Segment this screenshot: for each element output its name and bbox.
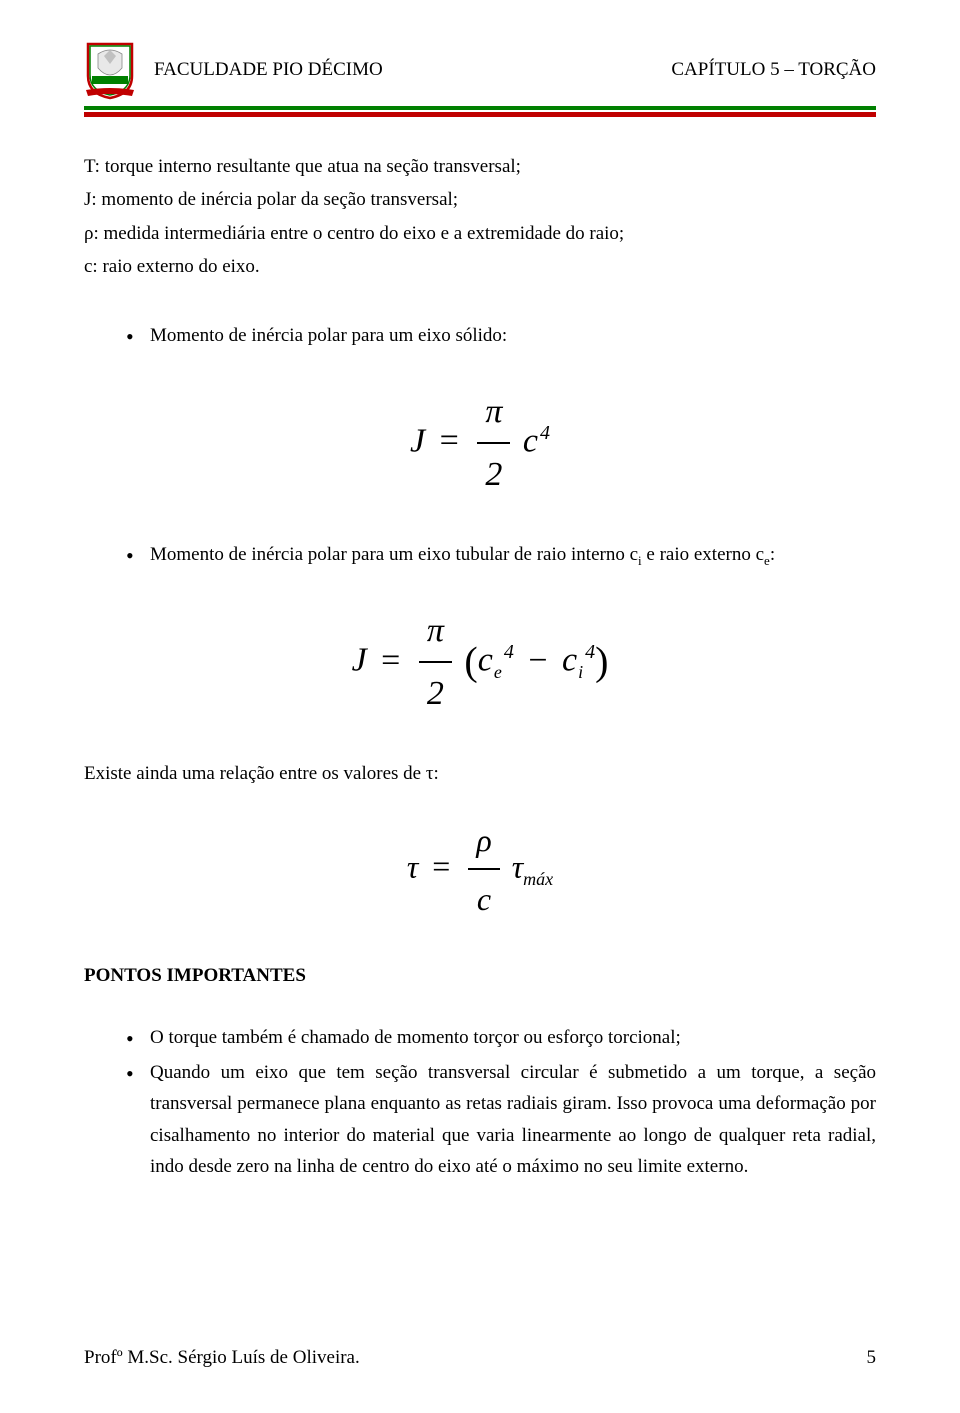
sub-max: máx [523,869,553,889]
def-rho: ρ: medida intermediária entre o centro d… [84,218,876,249]
important-points-list: O torque também é chamado de momento tor… [84,1022,876,1183]
sym-tau2: τ [512,848,523,884]
point-torque-names: O torque também é chamado de momento tor… [126,1022,876,1053]
denominator: c [468,870,499,926]
def-torque: T: torque interno resultante que atua na… [84,151,876,182]
sub-e: e [494,662,502,682]
sym-eq: = [432,848,450,884]
numerator: π [419,603,452,663]
sub-i: i [578,662,583,682]
sym-minus: − [528,642,547,679]
fraction: π 2 [419,603,452,722]
divider-green [84,106,876,110]
bullet-text-tubular: Momento de inércia polar para um eixo tu… [126,539,876,571]
sym-J: J [352,642,367,679]
header-left: FACULDADE PIO DÉCIMO [84,40,383,100]
institution-logo [84,40,136,100]
sym-J: J [410,422,425,459]
header-institution: FACULDADE PIO DÉCIMO [154,59,383,81]
content-body: T: torque interno resultante que atua na… [84,151,876,1182]
bullet-solid-shaft: Momento de inércia polar para um eixo só… [84,320,876,351]
t-post: : [770,544,775,565]
page: FACULDADE PIO DÉCIMO CAPÍTULO 5 – TORÇÃO… [0,0,960,1413]
numerator: π [477,384,510,444]
sym-tau: τ [407,848,418,884]
t-mid: e raio externo c [642,544,764,565]
formula-tubular-inertia: J = π 2 (ce4 − ci4) [84,603,876,722]
denominator: 2 [477,444,510,503]
divider-red [84,112,876,117]
sym-ce: c [478,642,493,679]
footer-page-number: 5 [867,1347,877,1369]
section-title-important: PONTOS IMPORTANTES [84,960,876,991]
exp-e: 4 [504,641,514,663]
denominator: 2 [419,663,452,722]
page-footer: Profº M.Sc. Sérgio Luís de Oliveira. 5 [84,1347,876,1369]
t-pre: Momento de inércia polar para um eixo tu… [150,544,638,565]
footer-author: Profº M.Sc. Sérgio Luís de Oliveira. [84,1347,360,1369]
sym-ci: c [562,642,577,679]
fraction: ρ c [468,814,499,927]
relation-text: Existe ainda uma relação entre os valore… [84,758,876,789]
point-circular-shaft: Quando um eixo que tem seção transversal… [126,1057,876,1182]
bullet-tubular-shaft: Momento de inércia polar para um eixo tu… [84,539,876,571]
exp-i: 4 [585,641,595,663]
numerator: ρ [468,814,499,871]
header-chapter: CAPÍTULO 5 – TORÇÃO [671,59,876,81]
sym-c: c [523,422,538,459]
rparen: ) [595,639,608,684]
page-header: FACULDADE PIO DÉCIMO CAPÍTULO 5 – TORÇÃO [84,40,876,100]
lparen: ( [464,639,477,684]
fraction: π 2 [477,384,510,503]
formula-tau-relation: τ = ρ c τmáx [84,814,876,927]
exponent: 4 [540,422,550,444]
bullet-text-solid: Momento de inércia polar para um eixo só… [126,320,876,351]
def-inertia: J: momento de inércia polar da seção tra… [84,184,876,215]
sym-eq: = [381,642,400,679]
sym-eq: = [440,422,459,459]
def-c: c: raio externo do eixo. [84,251,876,282]
formula-solid-inertia: J = π 2 c4 [84,384,876,503]
